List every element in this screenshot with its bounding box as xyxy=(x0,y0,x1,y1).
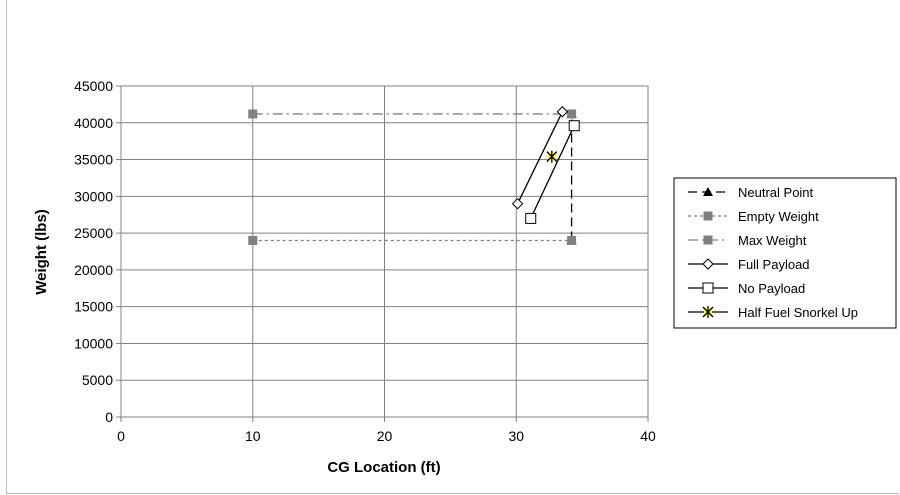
gridlines xyxy=(116,85,649,422)
legend-label: Max Weight xyxy=(738,233,807,248)
y-tick-label: 5000 xyxy=(82,372,113,388)
series-layer xyxy=(252,111,575,242)
x-axis-title: CG Location (ft) xyxy=(327,459,440,476)
y-tick-label: 35000 xyxy=(74,152,113,168)
x-tick-label: 10 xyxy=(245,428,261,444)
data-point-no-payload xyxy=(568,120,580,132)
y-tick-label: 45000 xyxy=(74,78,113,94)
y-tick-label: 25000 xyxy=(74,225,113,241)
y-tick-label: 20000 xyxy=(74,262,113,278)
legend-marker-no-payload xyxy=(702,282,714,294)
legend-label: Neutral Point xyxy=(738,185,814,200)
data-point-empty-weight xyxy=(567,235,577,245)
legend-marker-neutral-point xyxy=(703,187,713,196)
y-tick-label: 10000 xyxy=(74,335,113,351)
legend-box xyxy=(673,177,897,329)
data-point-full-payload xyxy=(511,197,524,210)
y-tick-labels: 0 5000 10000 15000 20000 25000 30000 35000 40000… xyxy=(74,78,113,425)
y-axis-title: Weight (lbs) xyxy=(33,209,50,295)
chart-frame xyxy=(6,0,899,494)
data-point-no-payload xyxy=(525,212,537,224)
data-point-full-payload xyxy=(556,106,569,118)
y-tick-label: 0 xyxy=(105,409,113,425)
x-tick-label: 0 xyxy=(117,428,125,444)
series-line-full-payload xyxy=(516,111,563,204)
data-point-empty-weight xyxy=(248,235,258,245)
legend-label: Empty Weight xyxy=(738,209,819,224)
legend-marker-empty-weight xyxy=(703,211,713,221)
data-point-max-weight xyxy=(567,109,577,119)
legend: Neutral Point Empty Weight Max Weight Full … xyxy=(673,177,897,329)
x-tick-label: 40 xyxy=(640,428,656,444)
legend-marker-max-weight xyxy=(703,235,713,245)
x-tick-label: 30 xyxy=(508,428,524,444)
legend-label: Half Fuel Snorkel Up xyxy=(738,305,858,320)
data-point-half-fuel-snorkel-up xyxy=(546,150,558,163)
data-point-max-weight xyxy=(248,109,258,119)
marker-layer xyxy=(248,106,580,245)
legend-label: No Payload xyxy=(738,281,805,296)
y-tick-label: 15000 xyxy=(74,299,113,315)
y-tick-label: 40000 xyxy=(74,115,113,131)
legend-marker-half-fuel-snorkel-up xyxy=(702,306,714,318)
x-tick-label: 20 xyxy=(377,428,393,444)
y-tick-label: 30000 xyxy=(74,188,113,204)
legend-label: Full Payload xyxy=(738,257,810,272)
x-tick-labels: 0 10 20 30 40 xyxy=(117,428,656,444)
series-line-no-payload xyxy=(530,125,575,219)
legend-marker-full-payload xyxy=(702,258,714,270)
